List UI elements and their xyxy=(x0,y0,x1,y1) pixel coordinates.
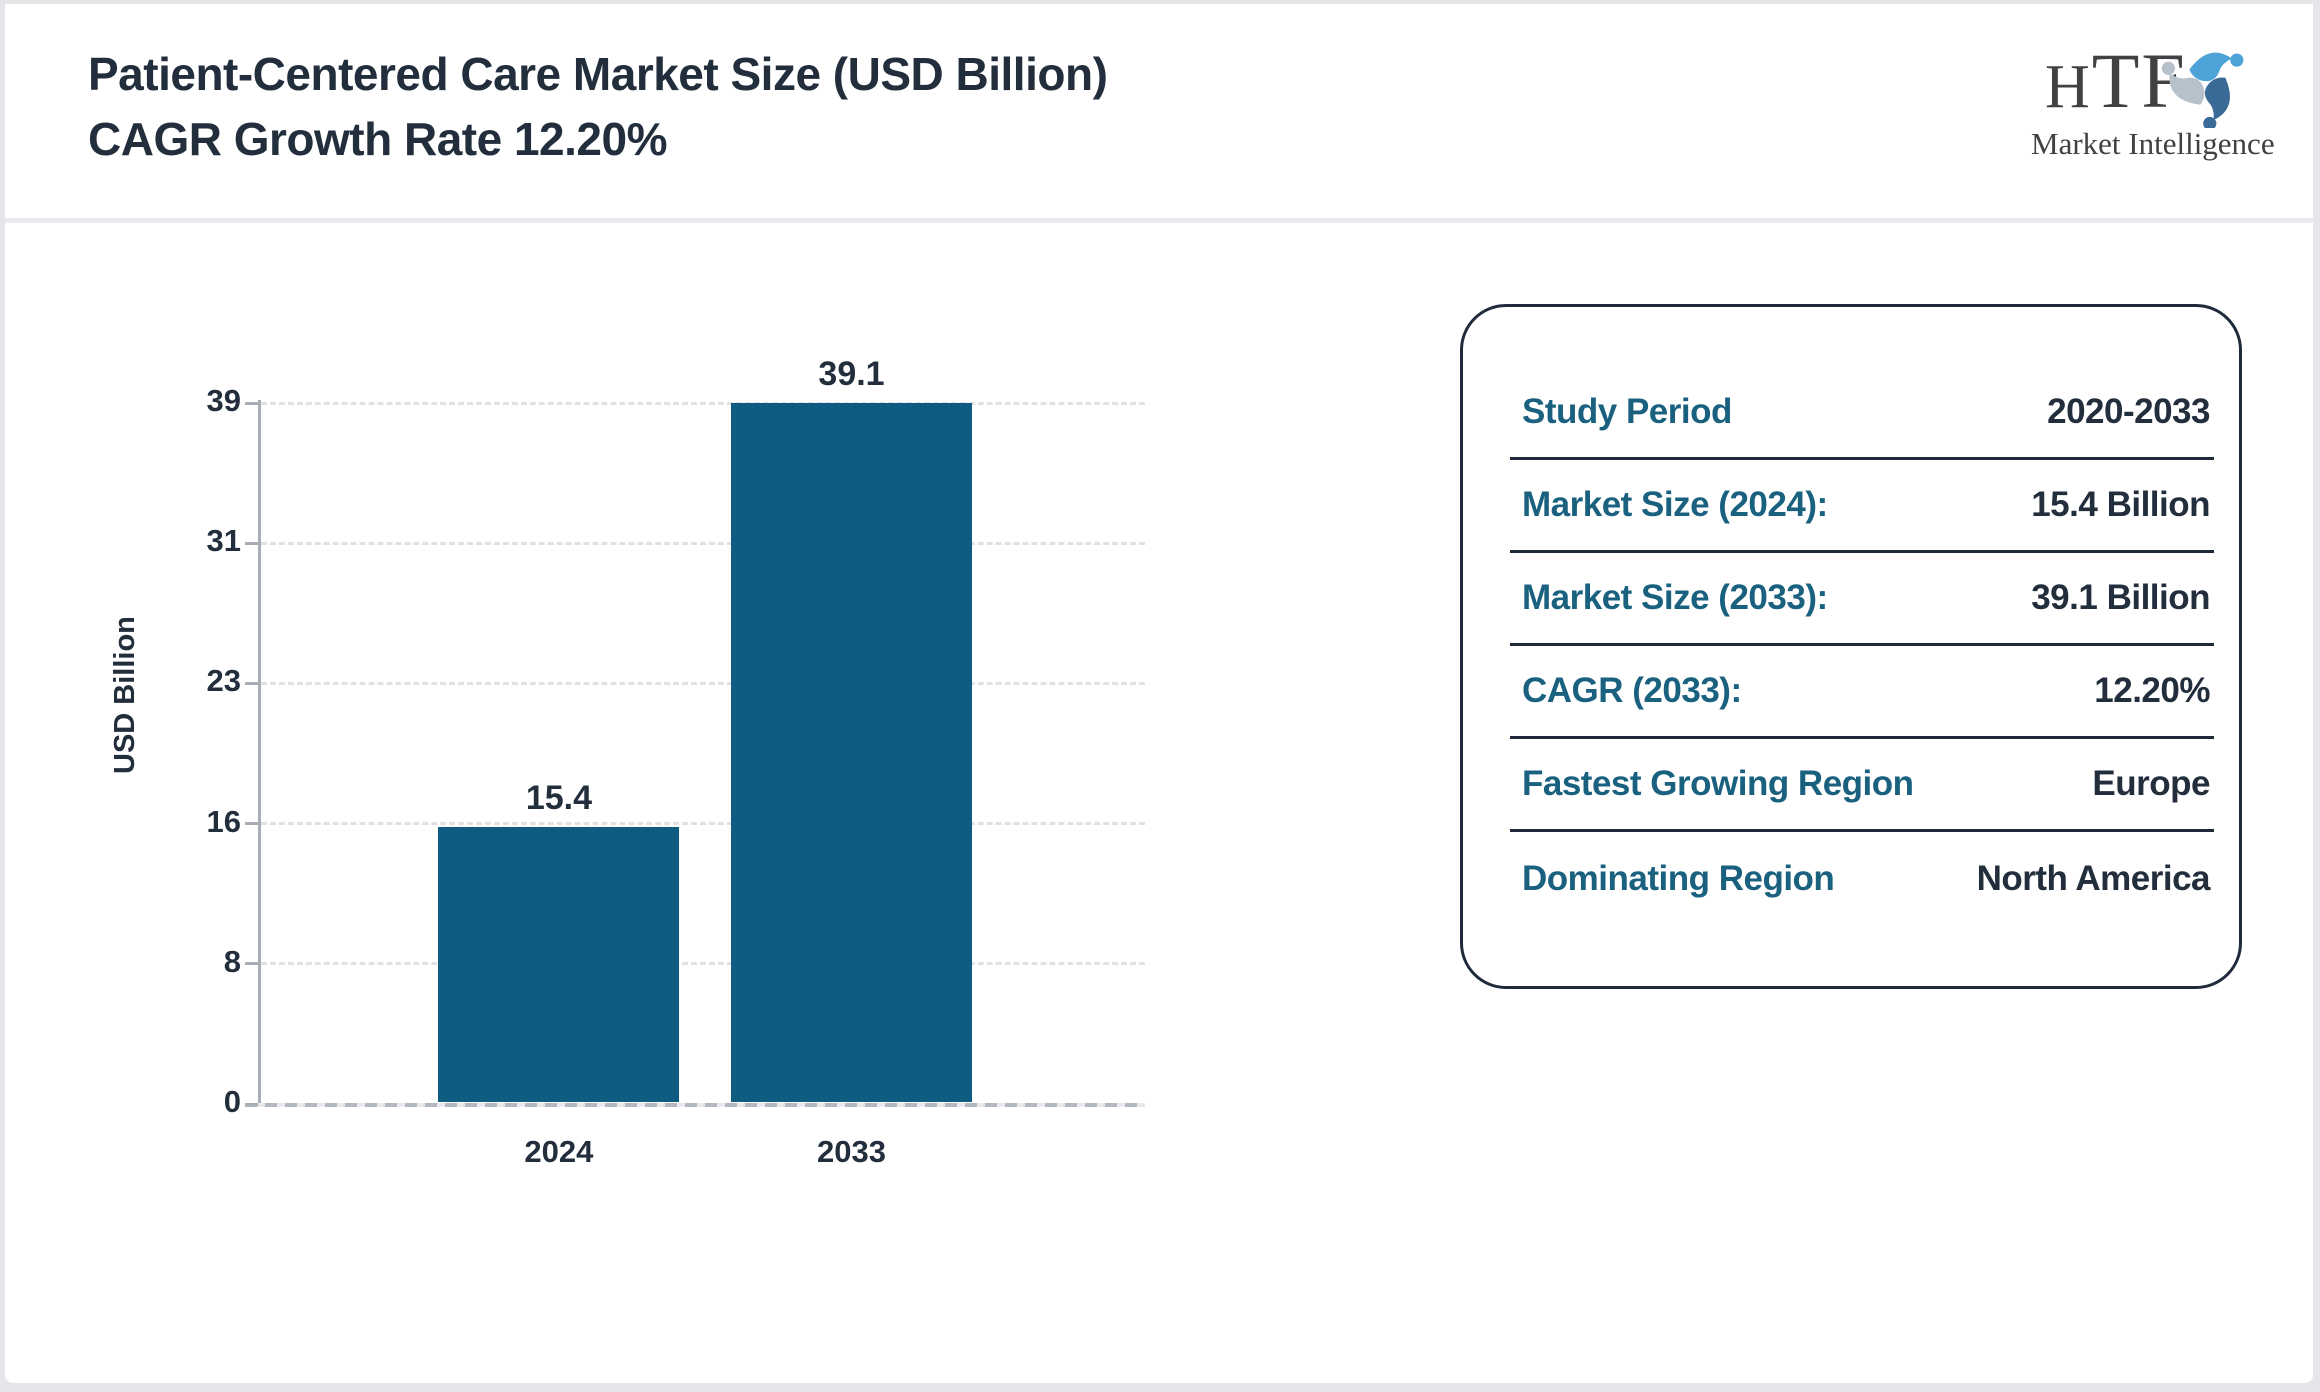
content-card: Patient-Centered Care Market Size (USD B… xyxy=(5,4,2313,1383)
y-ticklabel-8: 8 xyxy=(223,943,241,979)
y-tickmark-39 xyxy=(245,401,258,405)
title-line-2: CAGR Growth Rate 12.20% xyxy=(88,113,667,165)
bar-2033 xyxy=(731,403,972,1102)
gridline-8 xyxy=(261,962,1145,966)
y-axis-title: USD Billion xyxy=(109,616,141,774)
summary-row-value: Europe xyxy=(2092,764,2210,803)
y-ticklabel-31: 31 xyxy=(206,523,241,559)
summary-row: CAGR (2033): 12.20% xyxy=(1510,646,2214,739)
summary-row-label: Fastest Growing Region xyxy=(1522,764,1914,803)
gridline-16 xyxy=(261,822,1145,826)
summary-row-value: 15.4 Billion xyxy=(2031,485,2210,524)
gridline-31 xyxy=(261,541,1145,545)
y-ticklabel-23: 23 xyxy=(206,663,241,699)
y-ticklabel-39: 39 xyxy=(206,383,241,418)
summary-panel: Study Period 2020-2033 Market Size (2024):… xyxy=(1460,304,2242,989)
summary-rows: Study Period 2020-2033 Market Size (2024):… xyxy=(1510,367,2214,925)
triskelion-people-icon xyxy=(2161,52,2244,128)
summary-row-label: Market Size (2033): xyxy=(1522,578,1828,617)
bar-value-label-2033: 39.1 xyxy=(818,355,885,393)
header-divider xyxy=(5,218,2313,223)
bar-2024 xyxy=(438,827,680,1102)
x-ticklabel-2024: 2024 xyxy=(524,1134,594,1169)
summary-row: Market Size (2024): 15.4 Billion xyxy=(1510,460,2214,553)
summary-row-label: CAGR (2033): xyxy=(1522,671,1742,710)
summary-row-value: North America xyxy=(1976,858,2211,898)
y-tickmark-23 xyxy=(245,681,258,685)
summary-row-value: 39.1 Billion xyxy=(2031,578,2210,617)
logo-text: HTF xyxy=(2045,37,2187,124)
bar-value-label-2024: 15.4 xyxy=(525,779,592,818)
y-axis-line xyxy=(258,400,261,1107)
brand-logo: HTF xyxy=(2031,34,2275,164)
x-axis-line xyxy=(245,1103,1145,1107)
summary-row-value: 2020-2033 xyxy=(2047,392,2210,431)
y-ticklabel-16: 16 xyxy=(206,803,241,839)
y-tickmark-31 xyxy=(245,541,258,545)
y-tickmark-16 xyxy=(245,822,258,826)
logo-subtitle: Market Intelligence xyxy=(2031,126,2275,161)
page-title: Patient-Centered Care Market Size (USD B… xyxy=(88,42,1108,172)
header: Patient-Centered Care Market Size (USD B… xyxy=(5,4,2313,218)
summary-row-label: Market Size (2024): xyxy=(1522,485,1828,524)
gridline-23 xyxy=(261,681,1145,685)
summary-row-value: 12.20% xyxy=(2094,671,2210,710)
y-ticklabel-0: 0 xyxy=(223,1084,241,1119)
summary-row: Study Period 2020-2033 xyxy=(1510,367,2214,460)
summary-row-label: Dominating Region xyxy=(1522,858,1835,898)
summary-row: Market Size (2033): 39.1 Billion xyxy=(1510,553,2214,646)
title-line-1: Patient-Centered Care Market Size (USD B… xyxy=(88,48,1108,100)
gridline-39 xyxy=(261,401,1145,405)
x-ticklabel-2033: 2033 xyxy=(817,1134,886,1169)
summary-row: Dominating Region North America xyxy=(1510,832,2214,925)
y-tickmark-8 xyxy=(245,962,258,966)
y-tickmark-0 xyxy=(245,1102,258,1106)
summary-row: Fastest Growing Region Europe xyxy=(1510,739,2214,832)
summary-row-label: Study Period xyxy=(1522,392,1732,431)
